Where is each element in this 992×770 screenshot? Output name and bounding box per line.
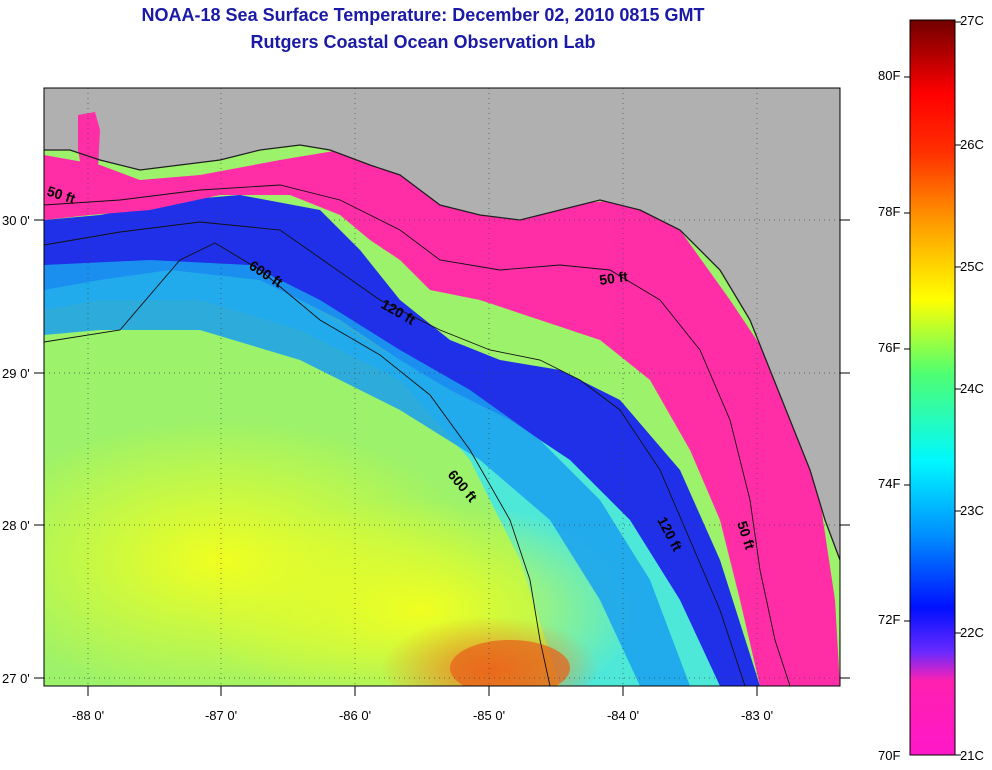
colorbar-c-label: 24C — [960, 381, 984, 396]
colorbar-ticks — [904, 21, 961, 756]
axis-ticks — [34, 219, 850, 696]
colorbar-c-label: 22C — [960, 625, 984, 640]
lat-tick-label: 30 0' — [2, 213, 30, 228]
lon-tick-label: -83 0' — [741, 708, 773, 723]
colorbar-c-label: 23C — [960, 503, 984, 518]
colorbar-f-label: 72F — [878, 612, 901, 627]
colorbar-f-label: 80F — [878, 68, 901, 83]
lat-tick-label: 29 0' — [2, 366, 30, 381]
colorbar-f-label: 70F — [878, 748, 901, 763]
lon-tick-label: -86 0' — [339, 708, 371, 723]
lat-tick-label: 28 0' — [2, 518, 30, 533]
colorbar-c-label: 21C — [960, 748, 984, 763]
colorbar-f-label: 78F — [878, 204, 901, 219]
sst-field — [44, 88, 840, 686]
colorbar-f-label: 74F — [878, 476, 901, 491]
colorbar-c-label: 25C — [960, 259, 984, 274]
lon-tick-label: -88 0' — [72, 708, 104, 723]
colorbar-c-label: 27C — [960, 13, 984, 28]
lon-tick-label: -85 0' — [473, 708, 505, 723]
colorbar — [909, 19, 956, 756]
lat-tick-label: 27 0' — [2, 671, 30, 686]
lon-tick-label: -84 0' — [607, 708, 639, 723]
map-title: NOAA-18 Sea Surface Temperature: Decembe… — [141, 5, 705, 25]
colorbar-c-label: 26C — [960, 137, 984, 152]
contour-label: 50 ft — [598, 268, 629, 288]
map-frame — [43, 87, 841, 687]
colorbar-f-label: 76F — [878, 340, 901, 355]
map-subtitle: Rutgers Coastal Ocean Observation Lab — [250, 32, 596, 52]
lon-tick-label: -87 0' — [205, 708, 237, 723]
